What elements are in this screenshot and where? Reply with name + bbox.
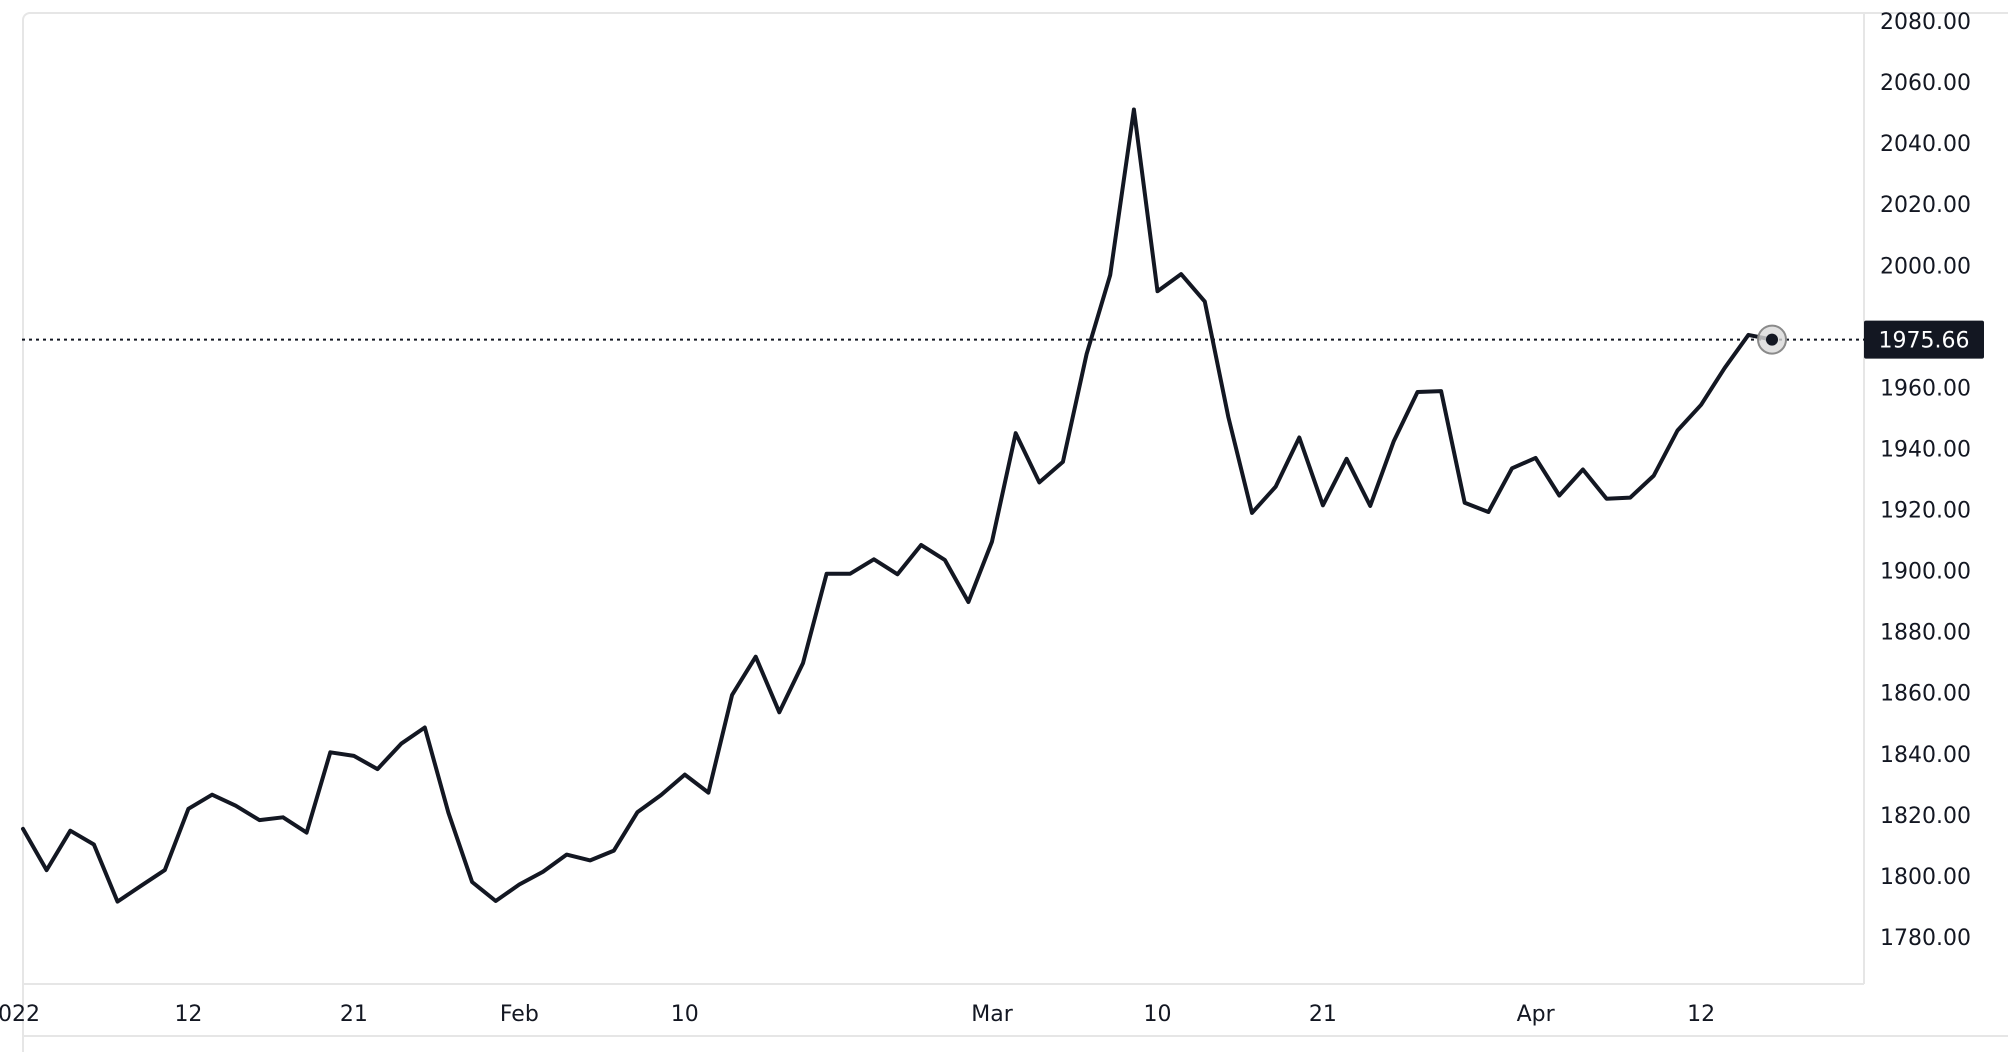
- x-tick-label: 10: [1143, 1002, 1171, 1027]
- y-tick-label: 1800.00: [1880, 865, 1971, 890]
- y-tick-label: 1860.00: [1880, 682, 1971, 707]
- x-tick-label: 21: [340, 1002, 368, 1027]
- y-tick-label: 1940.00: [1880, 437, 1971, 462]
- y-tick-label: 2060.00: [1880, 71, 1971, 96]
- y-tick-label: 1780.00: [1880, 926, 1971, 951]
- x-tick-label: 12: [1687, 1002, 1715, 1027]
- last-price-label: 1975.66: [1879, 329, 1970, 354]
- x-tick-label: 21: [1309, 1002, 1337, 1027]
- x-tick-label: Feb: [500, 1002, 539, 1027]
- y-tick-label: 2020.00: [1880, 193, 1971, 218]
- y-tick-label: 2000.00: [1880, 254, 1971, 279]
- x-axis: 2022 12 21 Feb 10 Mar 10 21 Apr 12: [0, 1002, 1715, 1027]
- x-tick-label: 12: [174, 1002, 202, 1027]
- y-tick-label: 1820.00: [1880, 804, 1971, 829]
- x-tick-label: 2022: [0, 1002, 40, 1027]
- y-tick-label: 1920.00: [1880, 499, 1971, 524]
- x-tick-label: Mar: [971, 1002, 1013, 1027]
- price-series-line: [21, 107, 1774, 904]
- y-tick-label: 1840.00: [1880, 743, 1971, 768]
- chart-frame: [22, 12, 2008, 1052]
- y-tick-label: 1900.00: [1880, 560, 1971, 585]
- y-tick-label: 1960.00: [1880, 376, 1971, 401]
- y-tick-label: 1880.00: [1880, 621, 1971, 646]
- last-point-dot[interactable]: [1766, 333, 1778, 346]
- last-price-badge: [1864, 320, 1984, 359]
- y-tick-label: 2040.00: [1880, 132, 1971, 157]
- x-tick-label: 10: [671, 1002, 699, 1027]
- x-tick-label: Apr: [1517, 1002, 1556, 1027]
- y-tick-label: 2080.00: [1880, 10, 1971, 35]
- y-axis: 1780.00 1800.00 1820.00 1840.00 1860.00 1880.…: [1880, 10, 1971, 951]
